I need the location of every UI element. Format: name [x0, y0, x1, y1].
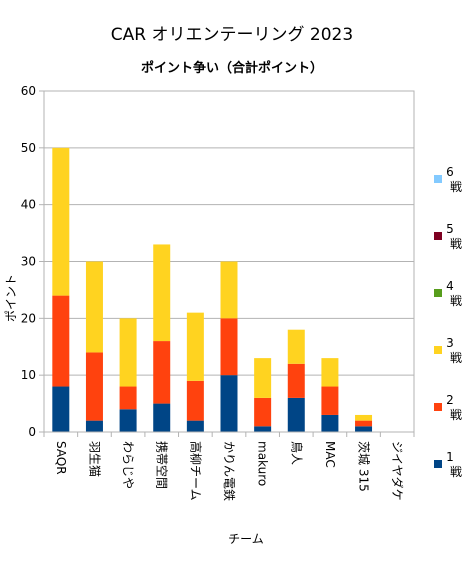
bar-segment [119, 409, 137, 432]
bar-segment [119, 318, 137, 387]
bar-segment [52, 295, 70, 387]
bar-segment [52, 147, 70, 296]
bar-segment [355, 426, 373, 432]
bar-segment [186, 420, 204, 432]
y-tick-label: 20 [21, 311, 36, 325]
legend-swatch [434, 232, 442, 240]
bar-segment [355, 420, 373, 427]
chart-title: CAR オリエンテーリング 2023 [111, 25, 353, 45]
x-tick-label: 羽生猫 [87, 441, 101, 477]
y-tick-label: 30 [21, 255, 36, 269]
x-tick-label: 鳥人 [289, 441, 304, 465]
bar-segment [119, 386, 137, 410]
x-tick-label: 高柳チーム [188, 441, 203, 501]
y-tick-label: 40 [21, 198, 36, 212]
x-tick-label: わらじや [121, 441, 135, 489]
bar-segment [220, 318, 238, 376]
x-tick-label: 携帯空間 [155, 441, 170, 489]
bar-segment [220, 261, 238, 319]
legend-swatch [434, 175, 442, 183]
bar-segment [186, 380, 204, 421]
bars [52, 147, 373, 432]
bar-segment [287, 397, 305, 432]
y-axis-label: ポイント [4, 274, 18, 322]
x-tick-label: makuro [256, 441, 270, 486]
x-tick-label: ジイヤダケ [390, 441, 405, 501]
bar-segment [153, 341, 171, 404]
bar-segment [52, 386, 70, 432]
bar-segment [321, 358, 339, 387]
plot-frame [43, 90, 415, 433]
bar-segment [85, 352, 103, 421]
bar-segment [254, 426, 272, 432]
x-tick-label: かりん電鉄 [222, 441, 237, 501]
bar-segment [186, 312, 204, 381]
bar-segment [153, 244, 171, 342]
y-tick-label: 50 [21, 141, 36, 155]
bar-segment [153, 403, 171, 432]
bar-segment [254, 397, 272, 427]
legend-swatch [434, 460, 442, 468]
x-tick-label: SAQR [54, 441, 68, 475]
x-tick-label: MAC [323, 441, 337, 468]
bar-segment [85, 420, 103, 432]
legend-swatch [434, 289, 442, 297]
bar-segment [254, 358, 272, 398]
y-tick-label: 0 [28, 425, 36, 439]
y-tick-label: 60 [21, 84, 36, 98]
bar-segment [287, 329, 305, 364]
legend-swatch [434, 346, 442, 354]
bar-segment [287, 363, 305, 398]
x-tick-label: 茨城 315 [357, 441, 371, 492]
legend: 1 戦 2 戦 3 戦 4 戦 5 戦 6 戦 [434, 165, 462, 479]
legend-swatch [434, 403, 442, 411]
x-axis-label: チーム [228, 532, 264, 546]
axes: 0 10 20 30 40 50 60 SAQR 羽生猫 わらじや 携帯空間 高柳チーム かりん電鉄 ma… [21, 84, 415, 501]
bar-segment [85, 261, 103, 353]
bar-segment [321, 386, 339, 415]
bar-segment [220, 375, 238, 432]
chart-subtitle: ポイント争い（合計ポイント） [141, 60, 323, 76]
bar-segment [321, 414, 339, 432]
y-tick-label: 10 [21, 368, 36, 382]
bar-segment [355, 414, 373, 421]
